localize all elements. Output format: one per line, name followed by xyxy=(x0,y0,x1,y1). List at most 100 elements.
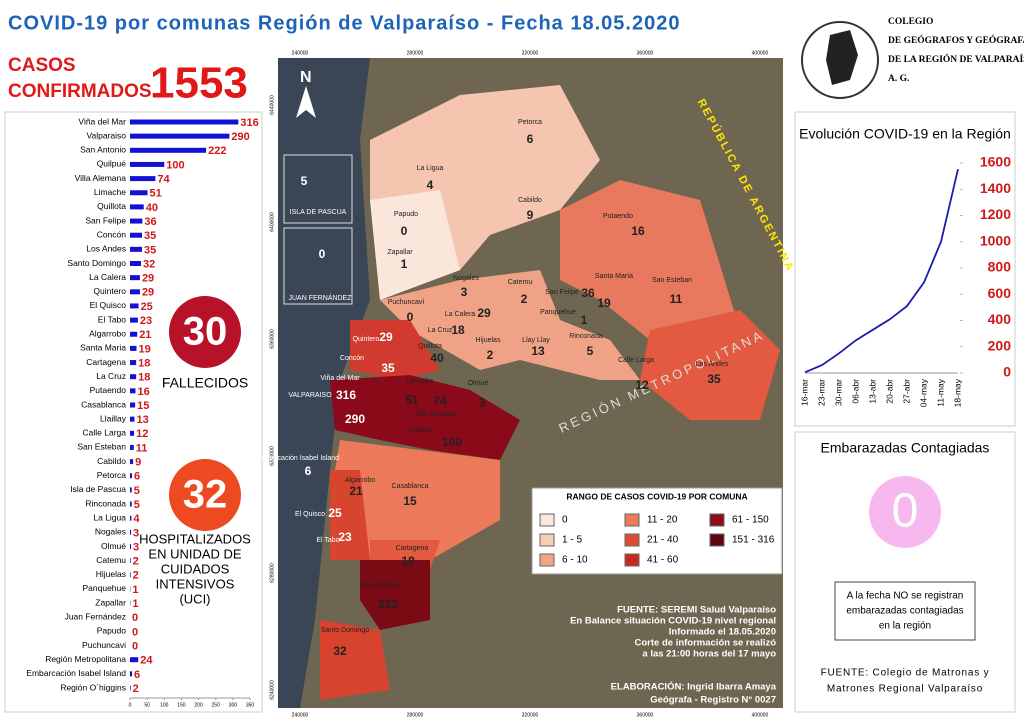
bar-value: 19 xyxy=(139,343,151,355)
pregnant-note: embarazadas contagiadas xyxy=(846,606,963,617)
bar-label: Panquehue xyxy=(83,583,127,593)
commune-value: 2 xyxy=(521,292,528,306)
x-tick-label: 23-mar xyxy=(816,379,826,406)
bar xyxy=(130,331,138,337)
commune-value: 23 xyxy=(338,530,352,544)
y-tick-label: 1600 xyxy=(980,154,1011,170)
commune-name: VALPARAISO xyxy=(288,392,332,399)
icu-value: 32 xyxy=(183,473,228,517)
bar-value: 0 xyxy=(132,640,138,652)
commune-name: El Quisco xyxy=(295,511,325,518)
bar xyxy=(130,289,140,295)
bar-value: 6 xyxy=(134,669,140,681)
legend-label: 1 - 5 xyxy=(562,535,582,546)
y-tick-label: 800 xyxy=(988,259,1012,275)
region xyxy=(350,320,440,380)
bar-label: Putaendo xyxy=(90,385,127,395)
legend-swatch xyxy=(624,553,640,567)
bar xyxy=(130,133,230,139)
bar-value: 1 xyxy=(132,584,138,596)
x-tick-label: 18-may xyxy=(952,378,962,407)
region xyxy=(370,190,460,300)
y-tick-label: 200 xyxy=(988,337,1012,353)
bar-label: Valparaiso xyxy=(86,130,126,140)
commune-name: El Tabo xyxy=(316,537,339,544)
map-coord: 6280000 xyxy=(269,563,275,583)
commune-name: Panquehue xyxy=(540,309,576,316)
commune-value: 100 xyxy=(442,435,462,449)
line-title: Evolución COVID-19 en la Región xyxy=(799,126,1011,142)
region xyxy=(380,270,640,380)
commune-value: 0 xyxy=(401,224,408,238)
commune-value: 74 xyxy=(433,394,447,408)
map-coord: 320000 xyxy=(522,712,539,718)
map-credit: ELABORACIÓN: Ingrid Ibarra Amaya xyxy=(611,681,777,693)
bar xyxy=(130,345,137,351)
map-coord: 6240000 xyxy=(269,680,275,700)
map-coord: 360000 xyxy=(637,712,654,718)
casos: CASOS xyxy=(8,55,76,76)
x-tick-label: 0 xyxy=(129,702,132,708)
total-cases: 1553 xyxy=(150,59,248,108)
pregnant-circle xyxy=(869,476,941,548)
bar xyxy=(130,501,132,507)
commune-value: 25 xyxy=(328,506,342,520)
region xyxy=(330,375,520,460)
logo-shape xyxy=(826,30,858,85)
x-tick-label: 250 xyxy=(212,702,221,708)
bar xyxy=(130,430,135,436)
bar xyxy=(130,444,134,450)
bar-label: Villa Alemana xyxy=(75,173,127,183)
map-coord: 6400000 xyxy=(269,212,275,232)
commune-value: 222 xyxy=(378,597,398,611)
bar-label: Rinconada xyxy=(85,498,126,508)
bar-value: 18 xyxy=(138,372,150,384)
commune-value: 290 xyxy=(345,412,365,426)
commune-name: Quillota xyxy=(418,343,442,350)
bar-value: 51 xyxy=(149,188,161,200)
bar-value: 5 xyxy=(134,499,140,511)
bar xyxy=(130,218,143,224)
bar xyxy=(130,147,207,153)
bar-label: Santo Domingo xyxy=(67,258,126,268)
commune-name: Viña del Mar xyxy=(320,375,360,382)
legend-swatch xyxy=(709,533,725,547)
commune-value: 12 xyxy=(635,378,649,392)
bar-value: 18 xyxy=(138,357,150,369)
bar xyxy=(130,416,135,422)
commune-value: 51 xyxy=(405,393,419,407)
commune-name: San Antonio xyxy=(361,582,399,589)
bar-panel xyxy=(4,111,263,713)
commune-name: La Cruz xyxy=(428,327,453,334)
bar-label: Concón xyxy=(97,229,127,239)
bar-label: Cabildo xyxy=(97,456,126,466)
bar xyxy=(130,487,132,493)
commune-name: San Esteban xyxy=(652,277,692,284)
bar xyxy=(130,261,141,266)
bar xyxy=(130,529,132,535)
bar-value: 35 xyxy=(144,244,156,256)
bar-value: 2 xyxy=(133,556,139,568)
map-source: Informado el 18.05.2020 xyxy=(669,627,776,638)
legend-label: 21 - 40 xyxy=(647,535,679,546)
commune-value: 5 xyxy=(587,344,594,358)
bar-value: 2 xyxy=(133,570,139,582)
north-icon xyxy=(296,86,316,118)
pregnant-source: FUENTE: Colegio de Matronas y xyxy=(821,668,990,679)
bar xyxy=(130,657,139,663)
bar-label: Juan Fernández xyxy=(65,612,126,622)
region xyxy=(320,620,390,700)
commune-name: Embarcación Isabel Island xyxy=(257,455,339,462)
y-tick-label: 1400 xyxy=(980,180,1011,196)
commune-name: Algarrobo xyxy=(345,477,375,484)
commune-name: Llay Llay xyxy=(522,337,550,344)
bar-value: 5 xyxy=(134,485,140,497)
bar xyxy=(130,176,156,182)
map-source: a las 21:00 horas del 17 mayo xyxy=(642,649,776,660)
map-coord: 280000 xyxy=(407,50,424,56)
bar-value: 9 xyxy=(135,457,141,469)
bar-label: Llaillay xyxy=(100,413,127,423)
bar-value: 0 xyxy=(132,612,138,624)
x-tick-label: 27-abr xyxy=(901,379,911,404)
